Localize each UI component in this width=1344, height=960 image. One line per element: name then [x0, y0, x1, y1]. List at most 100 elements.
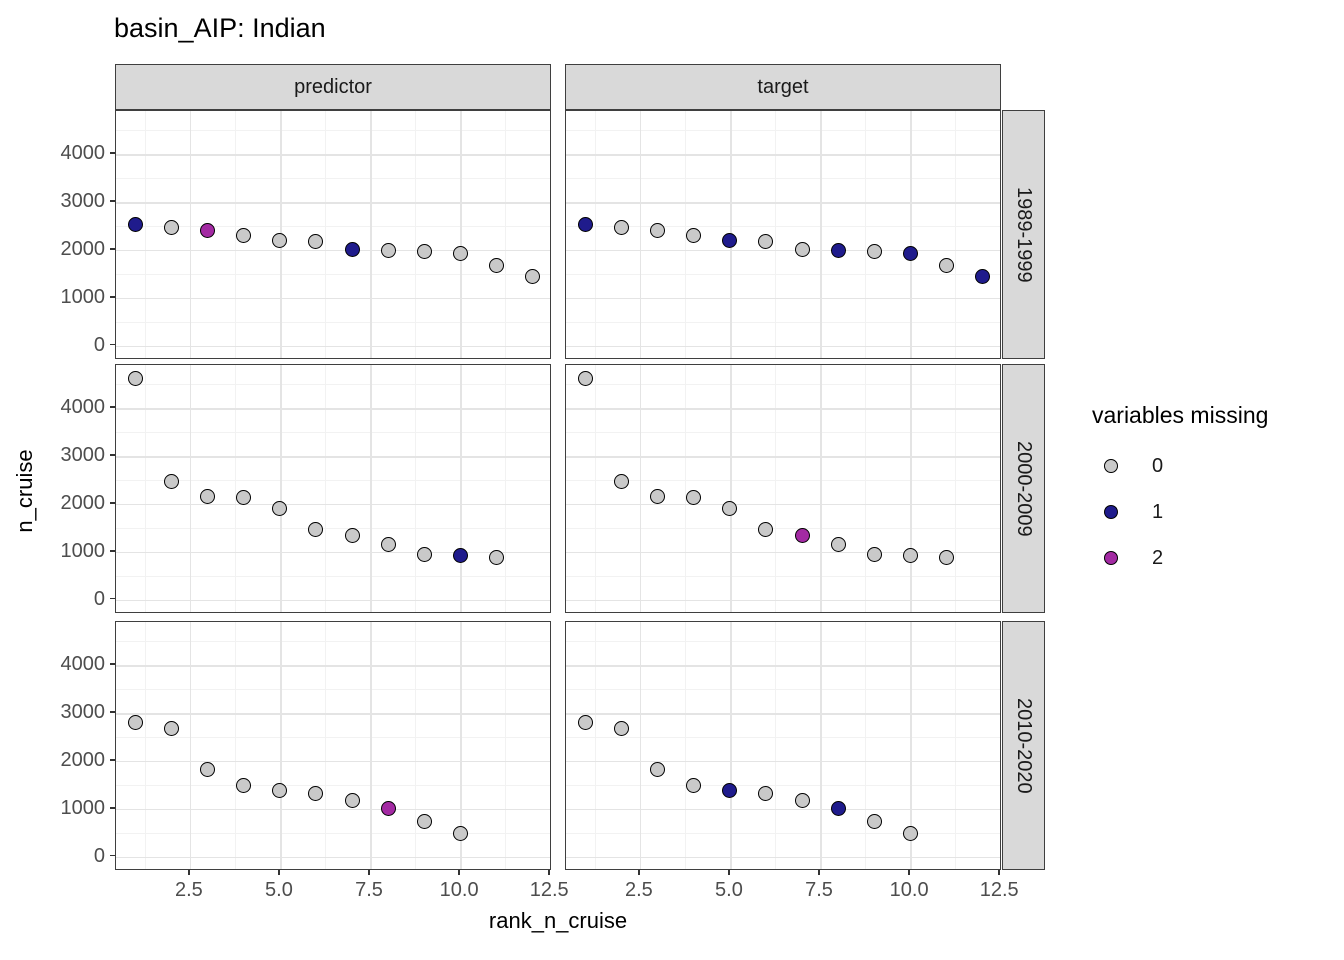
gridline-major [116, 856, 550, 859]
gridline-major [189, 111, 192, 358]
data-point [902, 825, 918, 841]
gridline-minor [116, 736, 550, 738]
facet-strip-1989-1999: 1989-1999 [1002, 110, 1045, 359]
gridline-minor [324, 622, 326, 869]
y-tick-mark [110, 406, 115, 408]
data-point [164, 219, 180, 235]
gridline-major [116, 201, 550, 204]
data-point [830, 242, 846, 258]
gridline-minor [566, 384, 1000, 386]
gridline-major [566, 856, 1000, 859]
x-tick-mark [728, 870, 730, 875]
legend-key-0 [1104, 459, 1118, 473]
data-point [200, 223, 216, 239]
data-point [974, 268, 990, 284]
data-point [128, 216, 144, 232]
data-point [308, 234, 324, 250]
gridline-major [116, 455, 550, 458]
legend-key-1 [1104, 505, 1118, 519]
data-point [200, 762, 216, 778]
gridline-minor [116, 321, 550, 323]
data-point [686, 777, 702, 793]
gridline-major [370, 111, 372, 358]
gridline-major [566, 503, 1000, 506]
x-tick-mark [818, 870, 820, 875]
gridline-major [460, 111, 462, 358]
data-point [488, 550, 504, 566]
gridline-minor [865, 622, 867, 869]
gridline-major [116, 154, 550, 156]
gridline-major [116, 297, 550, 300]
gridline-minor [116, 225, 550, 227]
data-point [758, 786, 774, 802]
x-tick-label: 10.0 [439, 879, 479, 901]
gridline-major [566, 455, 1000, 458]
data-point [830, 801, 846, 817]
gridline-major [820, 365, 822, 612]
data-point [722, 233, 738, 249]
gridline-minor [865, 365, 867, 612]
gridline-minor [116, 784, 550, 786]
y-axis-title: n_cruise [12, 449, 37, 533]
y-tick-label: 3000 [60, 700, 106, 723]
gridline-major [460, 622, 462, 869]
data-point [686, 490, 702, 506]
gridline-minor [144, 111, 146, 358]
data-point [128, 715, 144, 731]
data-point [308, 521, 324, 537]
gridline-minor [684, 111, 686, 358]
gridline-major [639, 111, 642, 358]
gridline-minor [505, 111, 507, 358]
data-point [578, 715, 594, 731]
y-tick-mark [110, 549, 115, 552]
gridline-major [370, 365, 372, 612]
gridline-major [566, 665, 1000, 667]
facet-strip-2010-2020: 2010-2020 [1002, 621, 1045, 870]
gridline-major [116, 599, 550, 602]
gridline-minor [865, 111, 867, 358]
gridline-minor [594, 622, 596, 869]
x-tick-mark [188, 870, 190, 875]
facet-strip-predictor: predictor [115, 64, 551, 110]
gridline-major [189, 365, 192, 612]
data-point [902, 246, 918, 262]
data-point [938, 550, 954, 566]
y-tick-mark [110, 502, 115, 504]
data-point [236, 777, 252, 793]
gridline-minor [684, 622, 686, 869]
gridline-major [550, 111, 551, 358]
y-tick-label: 3000 [60, 443, 106, 466]
gridline-minor [116, 479, 550, 481]
gridline-minor [116, 527, 550, 529]
legend-key-2 [1104, 551, 1118, 565]
gridline-major [279, 365, 282, 612]
gridline-major [116, 808, 550, 811]
panel-target-2000-2009 [565, 364, 1001, 613]
gridline-major [566, 201, 1000, 204]
gridline-major [729, 365, 732, 612]
y-tick-label: 1000 [60, 796, 106, 819]
data-point [758, 521, 774, 537]
x-tick-label: 10.0 [889, 879, 929, 901]
gridline-minor [566, 641, 1000, 643]
x-tick-label: 7.5 [805, 879, 833, 901]
gridline-major [566, 808, 1000, 811]
data-point [614, 721, 630, 737]
gridline-minor [774, 622, 776, 869]
gridline-minor [324, 365, 326, 612]
y-tick-mark [110, 200, 115, 202]
facet-strip-2000-2009: 2000-2009 [1002, 364, 1045, 613]
data-point [344, 793, 360, 809]
data-point [722, 500, 738, 516]
gridline-minor [774, 111, 776, 358]
gridline-major [729, 622, 732, 869]
x-tick-label: 5.0 [265, 879, 293, 901]
data-point [488, 257, 504, 273]
y-tick-label: 2000 [60, 491, 106, 514]
data-point [452, 246, 468, 262]
gridline-major [189, 622, 192, 869]
gridline-major [116, 503, 550, 506]
y-tick-mark [110, 597, 115, 600]
data-point [344, 527, 360, 543]
